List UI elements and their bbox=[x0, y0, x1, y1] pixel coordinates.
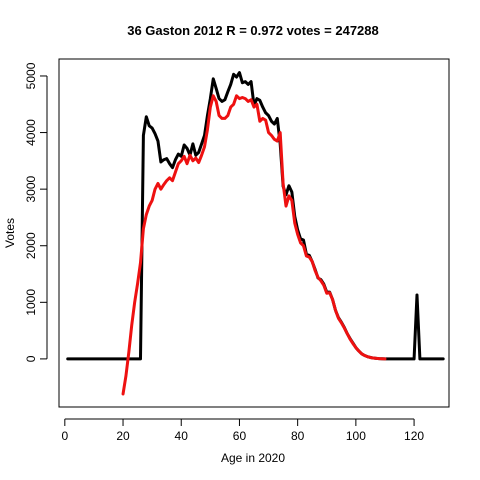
series-line-2 bbox=[123, 96, 385, 394]
y-tick-label: 5000 bbox=[24, 62, 38, 89]
x-tick-label: 0 bbox=[61, 429, 68, 443]
y-tick-label: 1000 bbox=[24, 289, 38, 316]
plot-area bbox=[59, 59, 449, 407]
x-tick-label: 20 bbox=[116, 429, 130, 443]
y-axis-label: Votes bbox=[3, 218, 17, 248]
y-tick-label: 0 bbox=[24, 355, 38, 362]
x-axis-label: Age in 2020 bbox=[221, 451, 285, 465]
y-axis: 0 1000 2000 3000 4000 5000 bbox=[24, 62, 47, 362]
x-axis: 0 20 40 60 80 100 120 bbox=[61, 419, 424, 443]
y-tick-label: 3000 bbox=[24, 175, 38, 202]
x-tick-label: 80 bbox=[291, 429, 305, 443]
chart-title: 36 Gaston 2012 R = 0.972 votes = 247288 bbox=[127, 23, 379, 38]
y-tick-label: 4000 bbox=[24, 119, 38, 146]
plot-frame bbox=[59, 59, 449, 407]
x-tick-label: 100 bbox=[346, 429, 366, 443]
x-tick-label: 60 bbox=[233, 429, 247, 443]
x-tick-label: 40 bbox=[175, 429, 189, 443]
series-line-1 bbox=[68, 73, 443, 359]
x-tick-label: 120 bbox=[404, 429, 424, 443]
y-tick-label: 2000 bbox=[24, 232, 38, 259]
series-layer bbox=[68, 73, 443, 394]
